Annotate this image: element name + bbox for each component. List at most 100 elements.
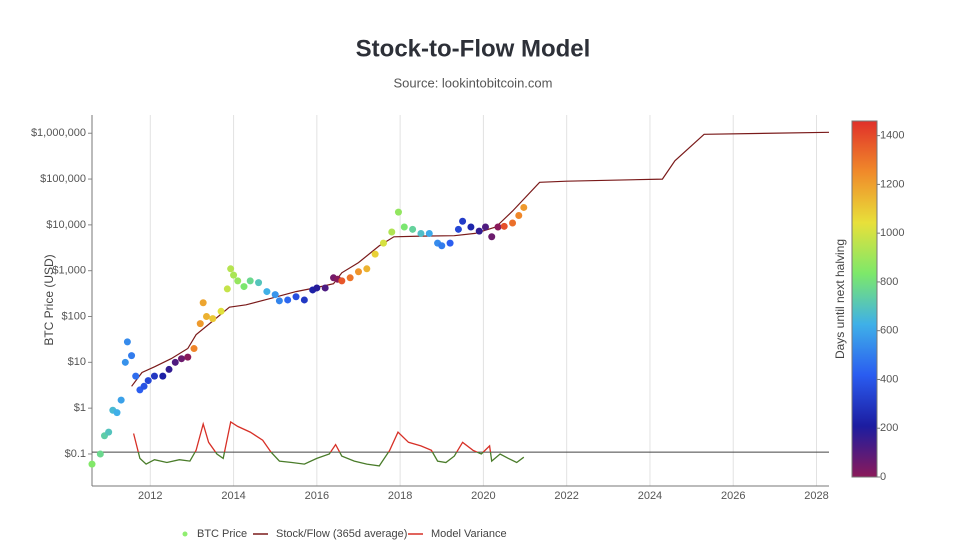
y-tick-label: $1,000 bbox=[52, 265, 86, 277]
sf-line bbox=[131, 131, 830, 387]
btc-point bbox=[454, 225, 462, 233]
btc-point bbox=[467, 223, 475, 231]
btc-point bbox=[223, 285, 231, 293]
btc-point bbox=[400, 223, 408, 231]
btc-point bbox=[300, 296, 308, 304]
btc-point bbox=[203, 313, 211, 321]
btc-point bbox=[209, 315, 217, 323]
btc-point bbox=[144, 377, 152, 385]
y-tick-label: $0.1 bbox=[65, 448, 86, 460]
legend-label: Stock/Flow (365d average) bbox=[276, 528, 407, 540]
btc-point bbox=[481, 223, 489, 231]
btc-point bbox=[509, 219, 517, 227]
btc-point bbox=[379, 239, 387, 247]
colorbar-title: Days until next halving bbox=[833, 239, 847, 359]
btc-point bbox=[313, 284, 321, 292]
y-tick-label: $1,000,000 bbox=[31, 127, 86, 139]
y-tick-label: $10,000 bbox=[46, 219, 86, 231]
x-tick-label: 2026 bbox=[721, 490, 745, 502]
colorbar-tick-label: 200 bbox=[880, 422, 898, 434]
btc-point bbox=[494, 223, 502, 231]
colorbar-tick-label: 800 bbox=[880, 276, 898, 288]
btc-point bbox=[234, 277, 242, 285]
btc-point bbox=[446, 239, 454, 247]
y-tick-label: $1 bbox=[74, 402, 86, 414]
colorbar-tick-label: 1000 bbox=[880, 227, 904, 239]
colorbar-tick-label: 0 bbox=[880, 471, 886, 483]
y-axis-label: BTC Price (USD) bbox=[42, 254, 56, 345]
btc-point bbox=[394, 208, 402, 216]
colorbar-tick-label: 400 bbox=[880, 373, 898, 385]
btc-point bbox=[117, 396, 125, 404]
btc-point bbox=[292, 293, 300, 301]
colorbar-tick-label: 1400 bbox=[880, 130, 904, 142]
btc-point bbox=[113, 409, 121, 417]
btc-point bbox=[159, 372, 167, 380]
y-tick-label: $100,000 bbox=[40, 173, 86, 185]
y-tick-label: $100 bbox=[62, 310, 86, 322]
x-tick-label: 2018 bbox=[388, 490, 412, 502]
legend-label: Model Variance bbox=[431, 528, 507, 540]
x-tick-label: 2022 bbox=[554, 490, 578, 502]
btc-point bbox=[488, 233, 496, 241]
chart-title: Stock-to-Flow Model bbox=[356, 35, 591, 62]
btc-point bbox=[227, 265, 235, 273]
btc-point bbox=[150, 372, 158, 380]
btc-point bbox=[271, 291, 279, 299]
variance-line bbox=[132, 420, 525, 467]
btc-point bbox=[425, 229, 433, 237]
btc-point bbox=[284, 296, 292, 304]
btc-point bbox=[354, 268, 362, 276]
btc-point bbox=[475, 227, 483, 235]
btc-point bbox=[263, 288, 271, 296]
btc-point bbox=[140, 382, 148, 390]
btc-point bbox=[321, 284, 329, 292]
btc-point bbox=[363, 265, 371, 273]
chart-subtitle: Source: lookintobitcoin.com bbox=[394, 75, 553, 90]
colorbar bbox=[851, 120, 878, 478]
btc-point bbox=[217, 307, 225, 315]
btc-point bbox=[165, 365, 173, 373]
btc-point bbox=[246, 277, 254, 285]
x-tick-label: 2028 bbox=[804, 490, 828, 502]
btc-point bbox=[346, 274, 354, 282]
btc-point bbox=[409, 225, 417, 233]
btc-point bbox=[240, 283, 248, 291]
btc-point bbox=[128, 352, 136, 360]
btc-point bbox=[230, 271, 238, 279]
btc-point bbox=[178, 355, 186, 363]
btc-point bbox=[417, 229, 425, 237]
btc-point bbox=[199, 299, 207, 307]
legend-swatch bbox=[182, 531, 188, 537]
x-tick-label: 2012 bbox=[138, 490, 162, 502]
btc-point bbox=[184, 353, 192, 361]
x-tick-label: 2024 bbox=[638, 490, 662, 502]
x-tick-label: 2020 bbox=[471, 490, 495, 502]
btc-point bbox=[123, 338, 131, 346]
btc-point bbox=[371, 250, 379, 258]
btc-point bbox=[105, 428, 113, 436]
btc-point bbox=[500, 222, 508, 230]
btc-point bbox=[438, 242, 446, 250]
colorbar-tick-label: 1200 bbox=[880, 178, 904, 190]
btc-point bbox=[96, 450, 104, 458]
x-tick-label: 2014 bbox=[221, 490, 245, 502]
btc-point bbox=[121, 358, 129, 366]
btc-point bbox=[132, 372, 140, 380]
btc-point bbox=[196, 320, 204, 328]
y-tick-label: $10 bbox=[68, 356, 86, 368]
btc-point bbox=[338, 277, 346, 285]
btc-point bbox=[88, 460, 96, 468]
x-tick-label: 2016 bbox=[305, 490, 329, 502]
btc-point bbox=[520, 203, 528, 211]
btc-point bbox=[459, 217, 467, 225]
btc-point bbox=[255, 279, 263, 287]
btc-point bbox=[388, 228, 396, 236]
btc-point bbox=[190, 345, 198, 353]
legend-label: BTC Price bbox=[197, 528, 247, 540]
btc-point bbox=[515, 212, 523, 220]
colorbar-tick-label: 600 bbox=[880, 325, 898, 337]
btc-point bbox=[275, 297, 283, 305]
btc-point bbox=[171, 358, 179, 366]
